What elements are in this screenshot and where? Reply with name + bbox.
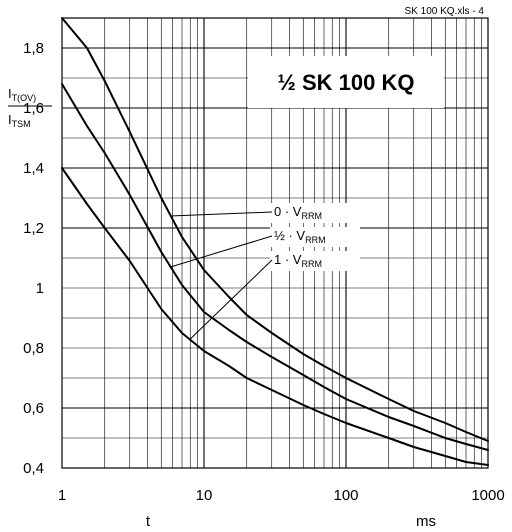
y-tick-label: 1,8: [23, 40, 44, 57]
x-tick-label: 1000: [471, 487, 504, 504]
curve-label-1: ½ · VRRM: [274, 228, 326, 245]
y-label-numerator: IT(OV): [8, 86, 36, 103]
x-tick-label: 100: [333, 487, 358, 504]
curve-label-background: [270, 203, 360, 223]
curve-label-background: [270, 227, 360, 247]
y-label-denominator: ITSM: [8, 112, 31, 129]
y-tick-label: 0,6: [23, 400, 44, 417]
y-tick-label: 1,6: [23, 100, 44, 117]
series-curves: [61, 17, 489, 466]
curve-leader-line: [189, 259, 273, 340]
chart-title: ½ SK 100 KQ: [278, 70, 415, 95]
curve-label-0: 0 · VRRM: [274, 204, 322, 221]
curve-label-2: 1 · VRRM: [274, 252, 322, 269]
file-note: SK 100 KQ.xls - 4: [405, 6, 485, 17]
y-tick-label: 1,2: [23, 220, 44, 237]
curve-leader-line: [170, 211, 273, 217]
curve-leader-line: [170, 235, 273, 268]
plot-frame: [61, 17, 489, 469]
x-axis-label: t: [146, 513, 151, 530]
y-tick-label: 0,4: [23, 460, 44, 477]
y-tick-label: 0,8: [23, 340, 44, 357]
y-tick-labels: 0,4 0,6 0,8 1 1,2 1,4 1,6 1,8: [23, 40, 44, 477]
series-curve-1: [61, 83, 489, 451]
chart-title-box: ½ SK 100 KQ: [248, 56, 444, 108]
x-tick-labels: 1 10 100 1000: [58, 487, 505, 504]
series-curve-2: [61, 167, 489, 466]
y-tick-label: 1,4: [23, 160, 44, 177]
y-axis-label: IT(OV) ITSM: [8, 86, 52, 129]
x-tick-label: 1: [58, 487, 66, 504]
y-tick-label: 1: [36, 280, 44, 297]
curve-annotations: 0 · VRRM ½ · VRRM 1 · VRRM: [170, 203, 360, 340]
series-curve-0: [61, 17, 489, 442]
x-axis-unit: ms: [416, 513, 436, 530]
x-tick-label: 10: [196, 487, 213, 504]
curve-label-background: [270, 251, 360, 271]
